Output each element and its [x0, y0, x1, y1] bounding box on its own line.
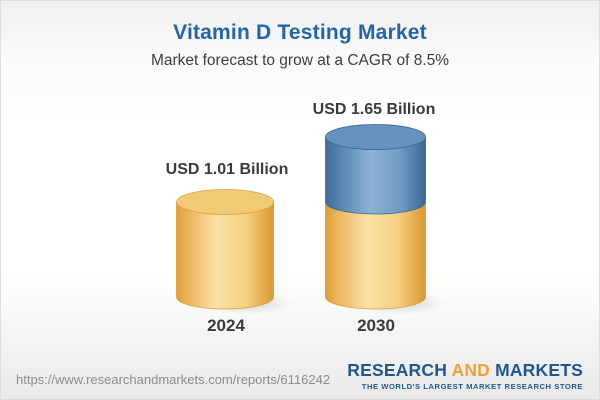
report-url: https://www.researchandmarkets.com/repor… [16, 372, 331, 387]
logo-word-and: AND [451, 360, 490, 380]
category-label-2030: 2030 [357, 316, 395, 335]
category-label-2024: 2024 [207, 316, 245, 335]
bar-2024-cylinder [176, 189, 274, 310]
chart-subtitle: Market forecast to grow at a CAGR of 8.5… [150, 52, 450, 69]
logo-wordmark: RESEARCH AND MARKETS [347, 360, 583, 380]
bar-2024-top [176, 189, 274, 215]
logo-word-markets: MARKETS [495, 360, 583, 380]
bar-2030-base-segment [325, 201, 426, 310]
logo-word-research: RESEARCH [347, 360, 448, 380]
bar-2030-top [325, 124, 426, 150]
bar-2030-growth-segment [325, 136, 426, 215]
value-label-2024: USD 1.01 Billion [165, 161, 289, 178]
chart-title: Vitamin D Testing Market [173, 21, 427, 44]
logo-tagline: THE WORLD'S LARGEST MARKET RESEARCH STOR… [361, 381, 583, 391]
bar-2030-cylinder [325, 124, 426, 310]
researchandmarkets-logo: RESEARCH AND MARKETS THE WORLD'S LARGEST… [347, 360, 583, 391]
bar-2024-body [176, 201, 274, 310]
value-label-2030: USD 1.65 Billion [312, 101, 436, 118]
